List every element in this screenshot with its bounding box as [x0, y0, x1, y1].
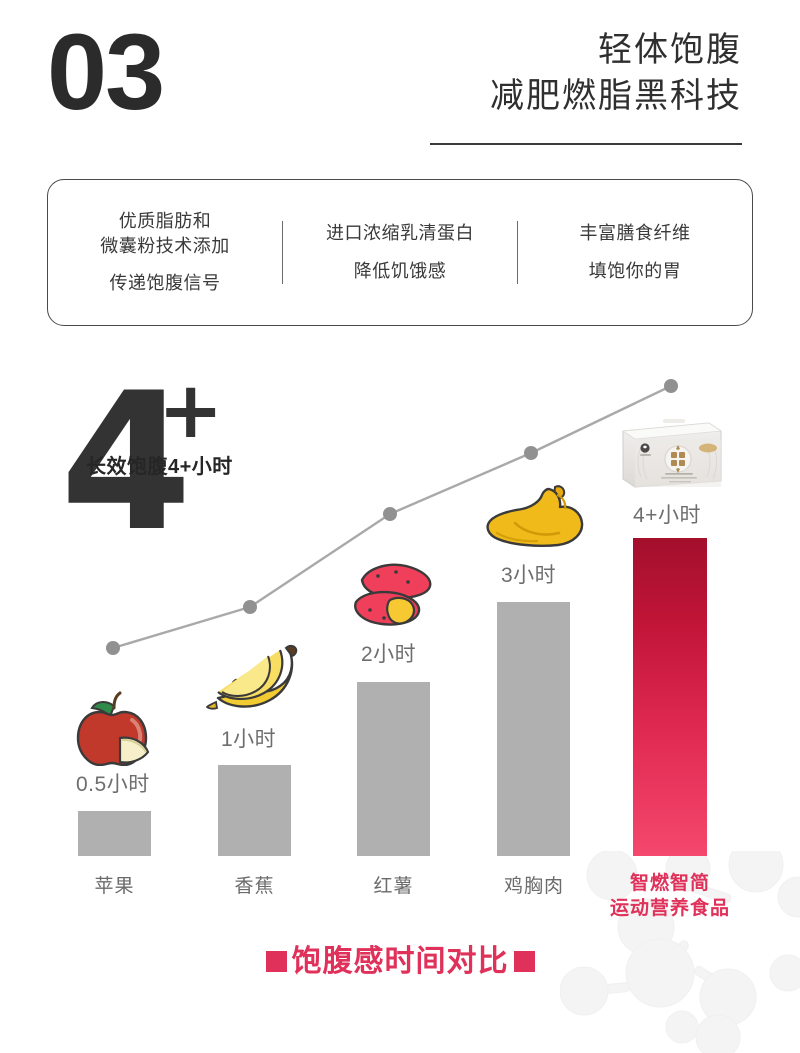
bar-value-chicken: 3小时 [501, 564, 557, 587]
trend-point-3 [383, 507, 397, 521]
bar-label-product: 智燃智简 运动营养食品 [600, 871, 740, 922]
bar-value-apple: 0.5小时 [76, 773, 150, 796]
title-underline [430, 143, 742, 145]
bar-apple [78, 811, 151, 856]
bottom-caption-text: 饱腹感时间对比 [291, 945, 509, 978]
bar-label-chicken: 鸡胸肉 [503, 876, 564, 897]
title-line-2: 减肥燃脂黑科技 [490, 76, 742, 115]
bar-value-banana: 1小时 [221, 728, 277, 751]
title-line-1: 轻体饱腹 [598, 31, 742, 69]
page-title: 轻体饱腹 减肥燃脂黑科技 [490, 28, 742, 119]
feature-3-line-1: 丰富膳食纤维 [579, 223, 691, 244]
feature-box: 优质脂肪和 微囊粉技术添加 传递饱腹信号 进口浓缩乳清蛋白 降低饥饿感 丰富膳食… [47, 179, 753, 326]
bar-sweet-potato [357, 682, 430, 856]
bar-label-sweet-potato: 红薯 [373, 876, 414, 897]
bar-label-apple: 苹果 [94, 876, 135, 897]
feature-2-bottom: 降低饥饿感 [353, 261, 447, 281]
badge-number-4: 4 [60, 352, 192, 573]
feature-1-line-2: 微囊粉技术添加 [100, 235, 230, 256]
bottom-caption: 饱腹感时间对比 [0, 936, 800, 980]
square-bullet-right [513, 951, 535, 972]
feature-2-line-1: 进口浓缩乳清蛋白 [326, 223, 474, 244]
sweet-potato-icon [354, 563, 432, 626]
bar-product [633, 538, 707, 856]
feature-3-bottom: 填饱你的胃 [588, 261, 682, 281]
feature-column-3: 丰富膳食纤维 填饱你的胃 [517, 221, 752, 284]
feature-1-top-group: 优质脂肪和 微囊粉技术添加 [100, 209, 230, 259]
trend-point-4 [524, 446, 538, 460]
feature-1-line-1: 优质脂肪和 [118, 210, 212, 231]
feature-2-top-group: 进口浓缩乳清蛋白 [326, 221, 474, 246]
bar-value-product: 4+小时 [633, 504, 701, 527]
feature-3-top-group: 丰富膳食纤维 [580, 221, 691, 246]
bar-label-banana: 香蕉 [234, 876, 275, 897]
trend-point-2 [243, 600, 257, 614]
trend-point-1 [106, 641, 120, 655]
bar-banana [218, 765, 291, 856]
apple-icon [76, 691, 150, 766]
bar-label-product-line-2: 运动营养食品 [609, 898, 730, 920]
bar-chicken [497, 602, 570, 856]
trend-point-5 [664, 379, 678, 393]
product-box-icon [621, 419, 723, 488]
bar-value-sweet-potato: 2小时 [361, 643, 417, 666]
badge-caption: 长效饱腹4+小时 [86, 456, 233, 478]
section-number: 03 [47, 11, 165, 132]
feature-column-2: 进口浓缩乳清蛋白 降低饥饿感 [282, 221, 517, 284]
banana-icon [206, 644, 298, 710]
bar-label-product-line-1: 智燃智简 [629, 873, 710, 894]
square-bullet-left [265, 951, 287, 972]
feature-column-1: 优质脂肪和 微囊粉技术添加 传递饱腹信号 [48, 209, 282, 296]
feature-1-bottom: 传递饱腹信号 [109, 273, 221, 294]
chicken-icon [486, 485, 584, 547]
badge-plus-sign: + [158, 366, 224, 456]
